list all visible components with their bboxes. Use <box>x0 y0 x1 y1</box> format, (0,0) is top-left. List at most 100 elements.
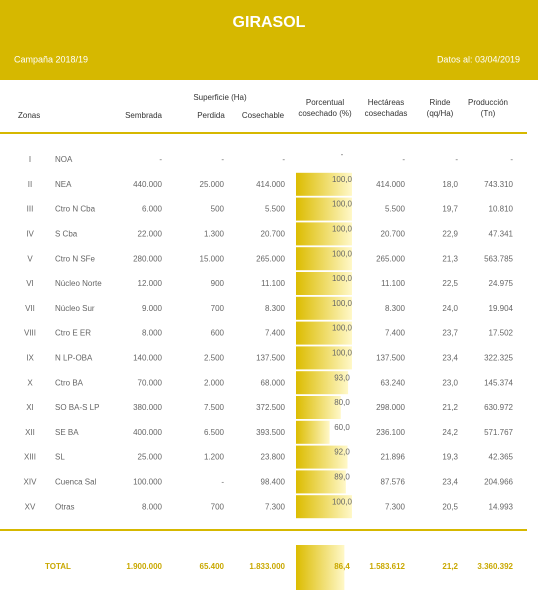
column-header: (Tn) <box>481 109 496 118</box>
cell: 14.993 <box>489 502 514 511</box>
cell: 1.300 <box>204 230 225 239</box>
total-cell: 21,2 <box>442 562 458 571</box>
percent-bar <box>296 445 348 469</box>
cell: 98.400 <box>261 478 286 487</box>
percent-bar <box>296 396 341 419</box>
percent-bar <box>296 346 352 370</box>
cell: 137.500 <box>376 354 405 363</box>
cell: 23,4 <box>442 478 458 487</box>
column-header: Hectáreas <box>368 98 404 107</box>
cell: 265.000 <box>376 254 405 263</box>
cell: 380.000 <box>133 403 162 412</box>
cell: VII <box>25 304 35 313</box>
cell: 265.000 <box>256 254 285 263</box>
cell: 70.000 <box>138 378 163 387</box>
cell: 22.000 <box>138 230 163 239</box>
cell: 11.100 <box>381 279 405 288</box>
cell: IX <box>26 354 34 363</box>
percent-bar <box>296 197 352 221</box>
cell: 372.500 <box>256 403 285 412</box>
cell: 19.904 <box>489 304 514 313</box>
cell: 393.500 <box>256 428 285 437</box>
cell: 440.000 <box>133 180 162 189</box>
cell: 22,5 <box>442 279 458 288</box>
column-header: (qq/Ha) <box>427 109 454 118</box>
cell: 2.000 <box>204 378 225 387</box>
cell: 23.800 <box>261 453 286 462</box>
column-header: Zonas <box>18 111 40 120</box>
cell: 87.576 <box>381 478 406 487</box>
cell: 15.000 <box>200 254 225 263</box>
cell: 23,0 <box>442 378 458 387</box>
cell: XII <box>25 428 35 437</box>
cell: NOA <box>55 155 73 164</box>
cell: 11.100 <box>261 279 285 288</box>
cell: 17.502 <box>489 329 514 338</box>
percent-bar <box>296 495 352 519</box>
cell: Cuenca Sal <box>55 478 97 487</box>
cell: IV <box>26 230 34 239</box>
cell: 19,7 <box>442 205 458 214</box>
cell: Núcleo Norte <box>55 279 102 288</box>
cell: 7.300 <box>385 502 406 511</box>
cell: SL <box>55 453 65 462</box>
cell: Ctro N Cba <box>55 205 96 214</box>
cell: 137.500 <box>256 354 285 363</box>
cell: VI <box>26 279 34 288</box>
cell: NEA <box>55 180 72 189</box>
percent-bar <box>296 470 346 494</box>
percent-label: 100,0 <box>332 349 353 358</box>
campaign: Campaña 2018/19 <box>14 54 88 64</box>
percent-label: - <box>341 150 344 159</box>
cell: 6.500 <box>204 428 225 437</box>
percent-label: 60,0 <box>334 423 350 432</box>
cell: 21.896 <box>381 453 406 462</box>
cell: XIII <box>24 453 36 462</box>
percent-label: 89,0 <box>334 473 350 482</box>
cell: 20,5 <box>442 502 458 511</box>
percent-label: 86,4 <box>334 562 350 571</box>
cell: III <box>27 205 34 214</box>
percent-bar <box>296 545 345 590</box>
cell: 322.325 <box>484 354 513 363</box>
cell: 21,2 <box>442 403 458 412</box>
column-header: Porcentual <box>306 98 344 107</box>
total-cell: 3.360.392 <box>477 562 513 571</box>
cell: V <box>27 254 33 263</box>
cell: 8.300 <box>385 304 406 313</box>
cell: 400.000 <box>133 428 162 437</box>
cell: - <box>159 155 162 164</box>
cell: 571.767 <box>484 428 513 437</box>
cell: - <box>221 155 224 164</box>
cell: 7.400 <box>265 329 286 338</box>
cell: 700 <box>211 304 225 313</box>
cell: 42.365 <box>489 453 514 462</box>
cell: 414.000 <box>376 180 405 189</box>
column-header: Producción <box>468 98 508 107</box>
cell: 8.000 <box>142 329 163 338</box>
cell: XV <box>25 502 36 511</box>
percent-bar <box>296 272 352 295</box>
percent-label: 100,0 <box>332 497 353 506</box>
cell: 47.341 <box>489 230 514 239</box>
cell: 8.300 <box>265 304 286 313</box>
total-cell: 65.400 <box>200 562 225 571</box>
cell: VIII <box>24 329 36 338</box>
cell: - <box>282 155 285 164</box>
cell: II <box>28 180 32 189</box>
percent-label: 93,0 <box>334 373 350 382</box>
cell: 10.810 <box>489 205 514 214</box>
cell: 5.500 <box>265 205 286 214</box>
cell: 414.000 <box>256 180 285 189</box>
column-header: Cosechable <box>242 111 285 120</box>
percent-bar <box>296 420 330 444</box>
total-cell: 1.583.612 <box>369 562 405 571</box>
cell: - <box>510 155 513 164</box>
cell: - <box>455 155 458 164</box>
date: Datos al: 03/04/2019 <box>437 54 520 64</box>
cell: 500 <box>211 205 225 214</box>
title: GIRASOL <box>233 14 306 31</box>
cell: 563.785 <box>484 254 513 263</box>
percent-label: 92,0 <box>334 448 350 457</box>
